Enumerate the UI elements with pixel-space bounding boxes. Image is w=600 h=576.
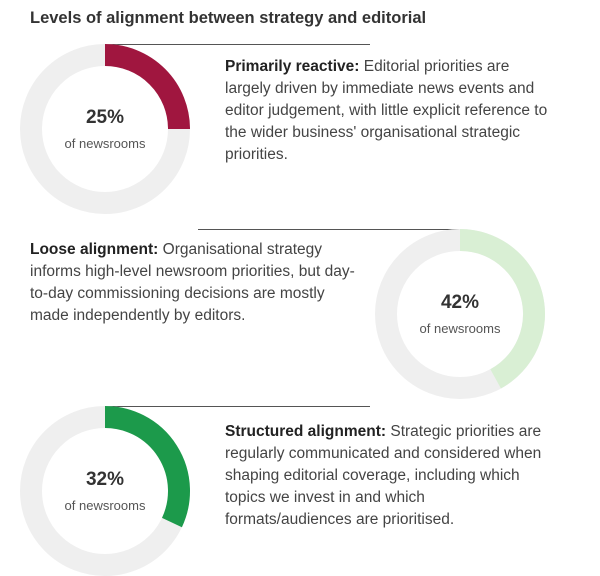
description-heading: Loose alignment: [30,241,159,258]
donut-segment-loose [459,229,545,389]
donut-value-label: 25% [85,107,125,128]
description-heading: Structured alignment: [225,423,387,440]
donut-unit-label: of newsrooms [64,498,146,513]
donut-segment-reactive [104,44,190,130]
donut-structured: 32% of newsrooms [20,406,190,576]
donut-reactive-svg [20,44,190,214]
donut-value-label: 42% [440,292,480,313]
donut-loose: 42% of newsrooms [375,229,545,399]
divider-loose [198,229,460,230]
description-heading: Primarily reactive: [225,58,360,75]
description-structured: Structured alignment: Strategic prioriti… [225,421,545,531]
donut-structured-svg [20,406,190,576]
description-text: Editorial priorities are largely driven … [225,58,548,163]
donut-unit-label: of newsrooms [419,321,501,336]
description-loose: Loose alignment: Organisational strategy… [30,239,365,327]
donut-unit-label: of newsrooms [64,136,146,151]
chart-title: Levels of alignment between strategy and… [30,9,427,27]
donut-loose-svg [375,229,545,399]
donut-segment-structured [104,406,190,528]
divider-reactive [106,44,370,45]
description-reactive: Primarily reactive: Editorial priorities… [225,56,550,166]
description-text: Organisational strategy informs high-lev… [30,241,355,324]
divider-structured [106,406,370,407]
donut-value-label: 32% [85,469,125,490]
donut-reactive: 25% of newsrooms [20,44,190,214]
description-text: Strategic priorities are regularly commu… [225,423,542,528]
